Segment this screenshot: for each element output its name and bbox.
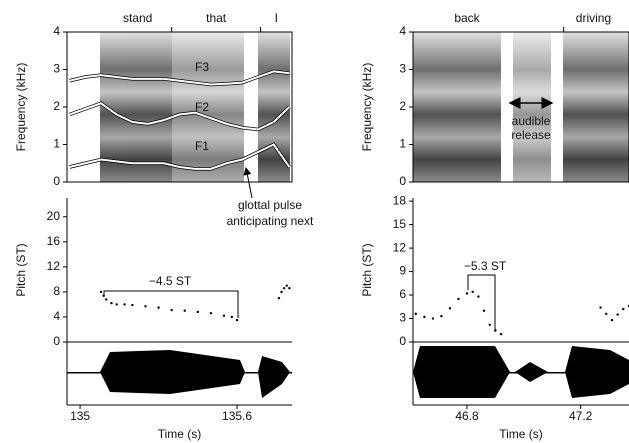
pitch-point xyxy=(144,305,147,308)
pitch-point xyxy=(616,313,619,316)
y-tick-label: 12 xyxy=(393,240,407,254)
y-tick-label: 0 xyxy=(399,174,406,188)
y-tick-label: 15 xyxy=(393,217,407,231)
annotation-arrow xyxy=(243,167,253,199)
formant-label: F2 xyxy=(195,100,209,114)
y-tick-label: 4 xyxy=(53,309,60,323)
x-tick-label: 47.2 xyxy=(569,409,593,423)
pitch-point xyxy=(157,306,160,309)
bracket xyxy=(103,290,239,318)
y-tick-label: 2 xyxy=(399,99,406,113)
pitch-point xyxy=(465,292,469,295)
pitch-point xyxy=(477,295,480,298)
y-tick-label: 18 xyxy=(393,193,407,207)
pitch-point xyxy=(222,314,226,317)
pitch-point xyxy=(457,297,460,301)
pitch-point xyxy=(277,296,281,300)
annotation: release xyxy=(511,128,551,142)
word-label: driving xyxy=(576,11,611,25)
pitch-point xyxy=(599,306,602,309)
x-axis-label: Time (s) xyxy=(158,427,202,441)
x-tick-label: 135 xyxy=(70,409,90,423)
pitch-point xyxy=(196,310,200,314)
y-tick-label: 3 xyxy=(53,62,60,76)
x-tick-label: 135.6 xyxy=(222,409,252,423)
pitch-point xyxy=(170,308,173,312)
word-label: I xyxy=(275,11,278,25)
formant-label: F3 xyxy=(195,60,209,74)
formant-label: F1 xyxy=(195,139,209,153)
pitch-point xyxy=(131,303,134,307)
pitch-point xyxy=(105,298,108,301)
annotation: −4.5 ST xyxy=(149,274,192,288)
pitch-point xyxy=(282,286,286,290)
pitch-point xyxy=(285,284,288,287)
y-tick-label: 6 xyxy=(399,287,406,301)
y-tick-label: 3 xyxy=(399,311,406,325)
y-axis-label: Frequency (kHz) xyxy=(360,63,374,152)
y-tick-label: 3 xyxy=(399,62,406,76)
word-label: that xyxy=(206,11,227,25)
annotation: glottal pulse xyxy=(238,198,302,212)
y-tick-label: 12 xyxy=(47,259,61,273)
formant-track xyxy=(69,70,290,86)
plot-frame xyxy=(66,31,293,183)
y-axis-label: Frequency (kHz) xyxy=(14,63,28,152)
pitch-point xyxy=(482,309,486,312)
annotation: −5.3 ST xyxy=(464,259,507,273)
pitch-point xyxy=(280,290,283,294)
pitch-point xyxy=(230,315,234,319)
y-tick-label: 0 xyxy=(53,334,60,348)
pitch-point xyxy=(99,290,103,294)
pitch-point xyxy=(288,286,291,290)
y-axis-label: Pitch (ST) xyxy=(360,243,374,296)
pitch-point xyxy=(499,332,503,336)
bracket xyxy=(467,274,496,332)
pitch-point xyxy=(423,315,426,319)
pitch-point xyxy=(235,318,239,322)
y-tick-label: 4 xyxy=(53,24,60,38)
formant-track xyxy=(69,102,291,131)
y-tick-label: 0 xyxy=(53,174,60,188)
formant-track xyxy=(69,143,291,170)
pitch-point xyxy=(440,314,443,318)
y-tick-label: 16 xyxy=(47,234,61,248)
pitch-point xyxy=(414,312,418,316)
pitch-point xyxy=(209,312,213,315)
pitch-point xyxy=(605,312,608,316)
pitch-point xyxy=(471,290,474,294)
y-tick-label: 4 xyxy=(399,24,406,38)
annotation: audible xyxy=(512,114,551,128)
pitch-point xyxy=(110,301,113,305)
pitch-point xyxy=(622,307,625,311)
pitch-point xyxy=(123,303,126,306)
plot-frame xyxy=(412,31,629,183)
pitch-point xyxy=(183,309,186,312)
word-label: stand xyxy=(123,11,152,25)
y-tick-label: 2 xyxy=(53,99,60,113)
pitch-point xyxy=(431,317,435,320)
y-tick-label: 1 xyxy=(399,137,406,151)
pitch-point xyxy=(115,303,118,306)
waveform xyxy=(67,346,629,398)
y-tick-label: 9 xyxy=(399,264,406,278)
pitch-point xyxy=(448,307,452,310)
y-tick-label: 1 xyxy=(53,137,60,151)
y-tick-label: 8 xyxy=(53,284,60,298)
y-tick-label: 0 xyxy=(399,334,406,348)
word-label: back xyxy=(454,11,480,25)
pitch-point xyxy=(610,318,614,322)
annotation: anticipating next xyxy=(227,214,314,228)
x-tick-label: 46.8 xyxy=(455,409,479,423)
y-axis-label: Pitch (ST) xyxy=(14,243,28,296)
x-axis-label: Time (s) xyxy=(499,427,543,441)
pitch-point xyxy=(488,323,491,326)
y-tick-label: 20 xyxy=(47,209,61,223)
